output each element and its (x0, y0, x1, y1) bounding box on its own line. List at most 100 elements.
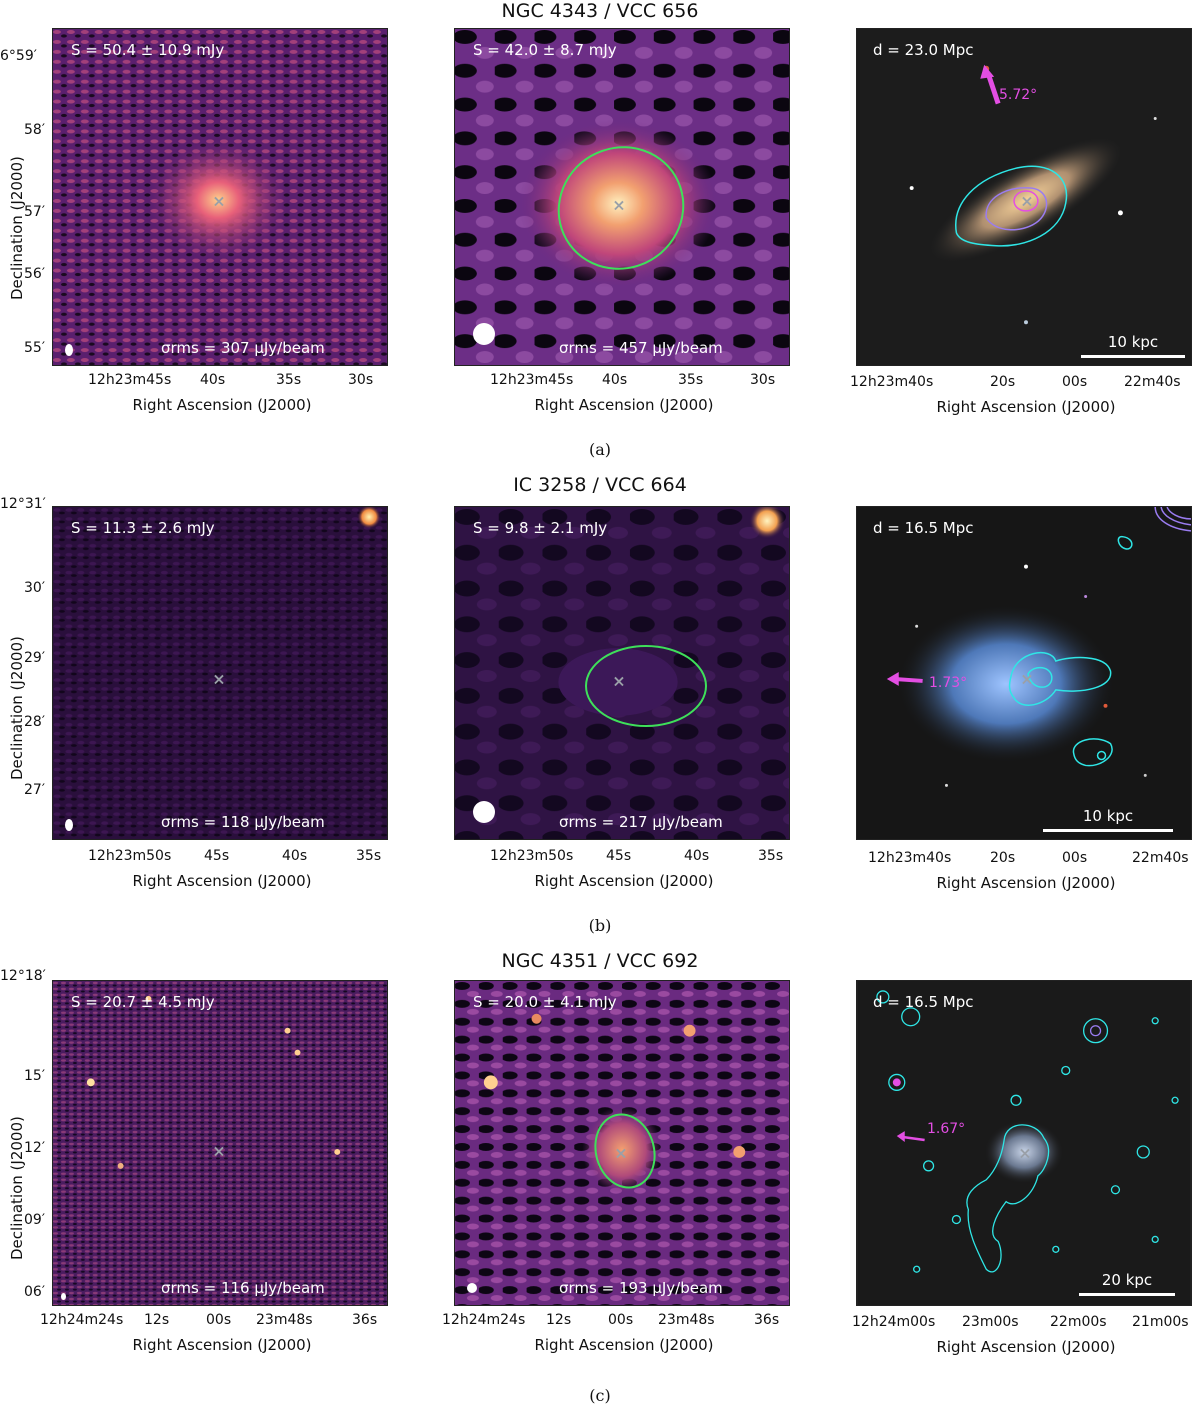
y-axis-label: Declination (J2000) (8, 156, 26, 300)
radio-map-highres-c: × S = 20.7 ± 4.5 mJy σrms = 116 μJy/beam (52, 980, 388, 1306)
beam-shape (65, 344, 73, 356)
ra-tick: 20s (990, 374, 1016, 390)
ra-tick: 40s (684, 848, 710, 864)
dec-tick: 12°18′ (0, 968, 46, 984)
x-axis-label: Right Ascension (J2000) (132, 1336, 312, 1354)
flux-label: S = 42.0 ± 8.7 mJy (473, 41, 617, 59)
galaxy-center-marker: × (612, 671, 626, 691)
rms-label: σrms = 307 μJy/beam (161, 339, 325, 357)
ra-tick: 22m40s (1132, 850, 1189, 866)
galaxy-center-marker: × (614, 1143, 628, 1163)
subfigure-caption-c: (c) (589, 1386, 611, 1405)
galaxy-center-marker: × (1018, 1143, 1032, 1163)
rms-label: σrms = 116 μJy/beam (161, 1279, 325, 1297)
distance-label: d = 16.5 Mpc (873, 519, 974, 537)
dec-tick: 28′ (24, 714, 45, 730)
distance-label: d = 23.0 Mpc (873, 41, 974, 59)
scale-bar-label: 20 kpc (1101, 1271, 1153, 1289)
subfigure-caption-a: (a) (588, 440, 612, 459)
scale-bar: 10 kpc (1081, 333, 1185, 358)
dec-tick: 56′ (24, 266, 45, 282)
galaxy-center-marker: × (1020, 191, 1034, 211)
flux-label: S = 11.3 ± 2.6 mJy (71, 519, 215, 537)
ra-tick: 30s (348, 372, 374, 388)
optical-image (857, 981, 1191, 1305)
radio-map-image (455, 29, 789, 365)
ra-tick: 23m48s (658, 1312, 715, 1328)
dec-tick: 27′ (24, 782, 45, 798)
x-axis-label: Right Ascension (J2000) (132, 396, 312, 414)
direction-angle-label: 5.72° (999, 87, 1038, 103)
dec-tick: 29′ (24, 650, 45, 666)
scale-bar-line (1043, 829, 1173, 832)
ra-tick: 12s (144, 1312, 170, 1328)
x-axis-label: Right Ascension (J2000) (936, 874, 1116, 892)
radio-map-highres-a: × S = 50.4 ± 10.9 mJy σrms = 307 μJy/bea… (52, 28, 388, 366)
ra-tick: 36s (754, 1312, 780, 1328)
dec-tick: 30′ (24, 580, 45, 596)
rms-label: σrms = 217 μJy/beam (559, 813, 723, 831)
scale-bar-line (1079, 1293, 1175, 1296)
ra-tick: 30s (750, 372, 776, 388)
radio-map-image (455, 981, 789, 1305)
direction-angle-label: 1.67° (927, 1121, 966, 1137)
ra-tick: 12h24m24s (442, 1312, 526, 1328)
radio-map-highres-b: × S = 11.3 ± 2.6 mJy σrms = 118 μJy/beam (52, 506, 388, 840)
x-axis-label: Right Ascension (J2000) (534, 396, 714, 414)
ra-tick: 23m00s (962, 1314, 1019, 1330)
beam-shape (473, 801, 495, 823)
galaxy-center-marker: × (1020, 669, 1034, 689)
dec-tick: 15′ (24, 1068, 45, 1084)
beam-shape (65, 819, 73, 831)
ra-tick: 12h23m45s (490, 372, 574, 388)
radio-map-image (53, 981, 387, 1305)
optical-image-b: × d = 16.5 Mpc 1.73° 10 kpc (856, 506, 1192, 840)
x-axis-label: Right Ascension (J2000) (132, 872, 312, 890)
row-b-title: IC 3258 / VCC 664 (513, 474, 687, 496)
ra-tick: 40s (200, 372, 226, 388)
ra-tick: 35s (276, 372, 302, 388)
radio-map-lowres-a: × S = 42.0 ± 8.7 mJy σrms = 457 μJy/beam (454, 28, 790, 366)
dec-tick: 58′ (24, 122, 45, 138)
ra-tick: 12h24m00s (852, 1314, 936, 1330)
ra-tick: 45s (204, 848, 230, 864)
ra-tick: 40s (282, 848, 308, 864)
ra-tick: 12h23m40s (868, 850, 952, 866)
optical-image (857, 29, 1191, 365)
beam-shape (467, 1283, 477, 1293)
scale-bar-label: 10 kpc (1082, 807, 1134, 825)
dec-tick: 09′ (24, 1212, 45, 1228)
radio-map-image (53, 29, 387, 365)
direction-angle-label: 1.73° (929, 675, 968, 691)
x-axis-label: Right Ascension (J2000) (936, 398, 1116, 416)
flux-label: S = 20.7 ± 4.5 mJy (71, 993, 215, 1011)
y-axis-label: Declination (J2000) (8, 1116, 26, 1260)
dec-tick: 12°31′ (0, 496, 46, 512)
scale-bar-line (1081, 355, 1185, 358)
ra-tick: 35s (678, 372, 704, 388)
flux-label: S = 20.0 ± 4.1 mJy (473, 993, 617, 1011)
dec-tick: 57′ (24, 204, 45, 220)
ra-tick: 36s (352, 1312, 378, 1328)
rms-label: σrms = 193 μJy/beam (559, 1279, 723, 1297)
radio-map-lowres-b: × S = 9.8 ± 2.1 mJy σrms = 217 μJy/beam (454, 506, 790, 840)
row-a-title: NGC 4343 / VCC 656 (501, 0, 699, 22)
ra-tick: 00s (1062, 374, 1088, 390)
ra-tick: 12h23m50s (88, 848, 172, 864)
ra-tick: 23m48s (256, 1312, 313, 1328)
scale-bar: 20 kpc (1079, 1271, 1175, 1296)
galaxy-center-marker: × (212, 1141, 226, 1161)
scale-bar: 10 kpc (1043, 807, 1173, 832)
flux-label: S = 9.8 ± 2.1 mJy (473, 519, 608, 537)
optical-image (857, 507, 1191, 839)
radio-map-image (53, 507, 387, 839)
radio-map-lowres-c: × S = 20.0 ± 4.1 mJy σrms = 193 μJy/beam (454, 980, 790, 1306)
rms-label: σrms = 457 μJy/beam (559, 339, 723, 357)
ra-tick: 45s (606, 848, 632, 864)
scale-bar-label: 10 kpc (1107, 333, 1159, 351)
galaxy-center-marker: × (612, 195, 626, 215)
aperture-ellipse (585, 645, 707, 727)
ra-tick: 12h23m50s (490, 848, 574, 864)
ra-tick: 20s (990, 850, 1016, 866)
distance-label: d = 16.5 Mpc (873, 993, 974, 1011)
